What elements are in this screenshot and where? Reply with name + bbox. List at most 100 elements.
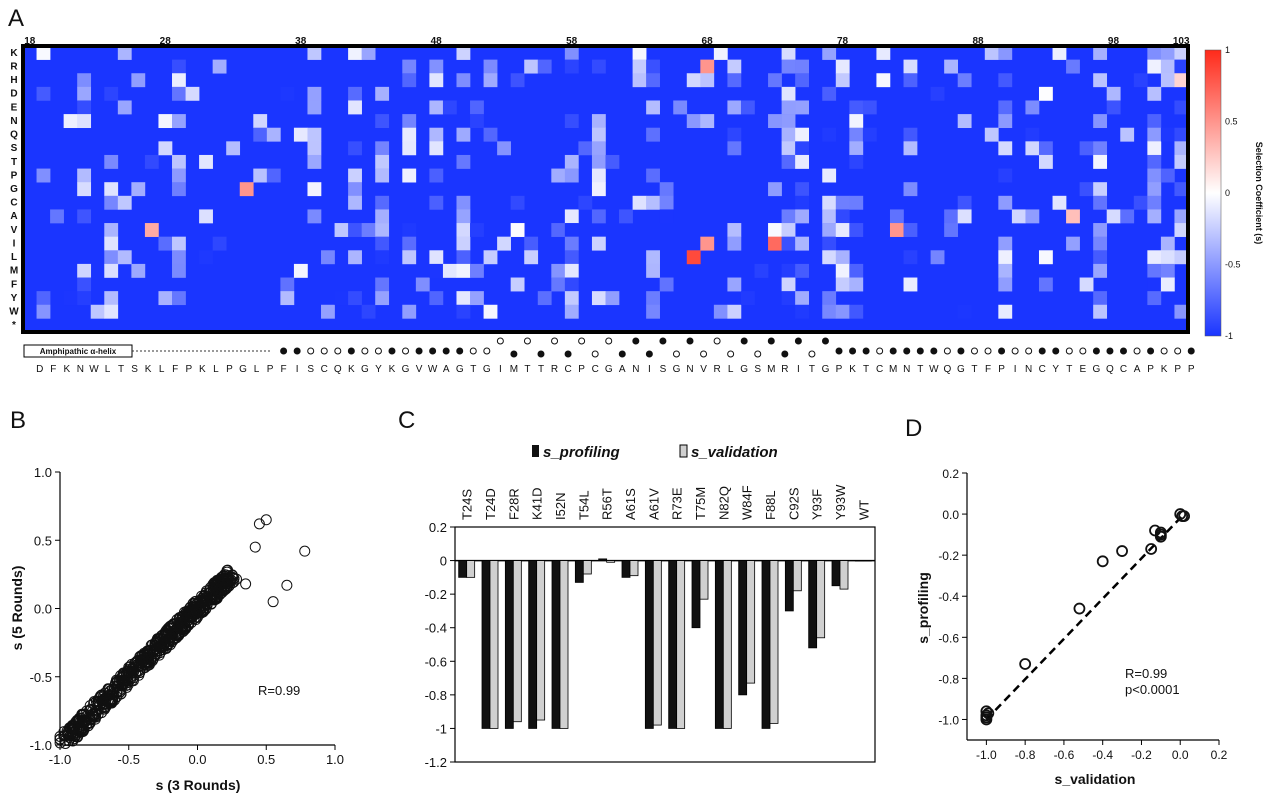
heatmap-cell (998, 250, 1013, 265)
data-point (102, 694, 114, 706)
heatmap-cell (835, 73, 850, 88)
heatmap-cell (849, 263, 864, 278)
heatmap-cell (402, 304, 417, 319)
heatmap-cell (903, 250, 918, 265)
category-label: R56T (600, 488, 615, 520)
heatmap-cell (375, 277, 390, 292)
bar-panel-c: 0.2 0 -0.2 -0.4 -0.6 -0.8 -1 -1.2 T24S T24D F28R K4… (425, 444, 876, 770)
heatmap-cell (768, 223, 782, 237)
heatmap-cell (104, 154, 119, 169)
y-tick-label: 0.5 (34, 533, 52, 548)
y-tick-label: -0.8 (425, 688, 447, 703)
heatmap-cell (483, 127, 498, 142)
heatmap-cell (1038, 250, 1053, 265)
bar-s-validation (699, 560, 709, 600)
category-label: C92S (786, 487, 801, 520)
data-point (120, 668, 132, 680)
heatmap-cell (117, 195, 132, 210)
structure-bead (347, 347, 355, 355)
position-label: 98 (1108, 36, 1120, 47)
y-tick-label: -0.2 (425, 587, 447, 602)
heatmap-cell (402, 73, 417, 88)
structure-bead (1174, 347, 1182, 355)
heatmap-cell (375, 141, 390, 156)
data-point (131, 655, 143, 667)
heatmap-cell (849, 277, 864, 292)
colorbar-tick-label: 1 (1225, 45, 1230, 55)
sequence-residue: V (700, 364, 707, 375)
heatmap-cell (36, 304, 51, 319)
structure-bead (998, 347, 1006, 355)
heatmap-cell (172, 263, 186, 278)
structure-bead (794, 337, 802, 345)
sequence-residue: T (538, 364, 544, 375)
sequence-residue: N (77, 364, 84, 375)
y-tick-label: -0.6 (425, 654, 447, 669)
heatmap-cell (1174, 73, 1189, 88)
structure-bead (469, 347, 477, 355)
sequence-residue: K (64, 364, 71, 375)
sequence-residue: G (740, 364, 748, 375)
heatmap-cell (1133, 73, 1148, 88)
heatmap-cell (77, 168, 92, 183)
heatmap-cell (578, 195, 593, 210)
heatmap-cell (591, 114, 606, 129)
heatmap-cell (564, 46, 579, 60)
sequence-residue: W (89, 364, 99, 375)
position-label: 38 (295, 36, 307, 47)
bar-s-validation (676, 560, 686, 729)
x-tick-label: -0.6 (1054, 748, 1075, 762)
sequence-residue: N (632, 364, 639, 375)
heatmap-cell (903, 127, 918, 142)
heatmap-cell (564, 304, 579, 319)
heatmap-cell (1147, 277, 1162, 292)
heatmap-cell (348, 86, 362, 101)
heatmap-cell (348, 141, 362, 156)
sequence-residue: I (1014, 364, 1017, 375)
sequence-residue: Y (375, 364, 382, 375)
category-label: T24S (460, 489, 475, 520)
heatmap-cell (510, 195, 525, 210)
x-tick-label: -1.0 (976, 748, 997, 762)
structure-bead (1187, 347, 1195, 355)
y-tick-label: -1.2 (425, 755, 447, 770)
heatmap-cell (1106, 100, 1121, 115)
heatmap-cell (429, 73, 444, 88)
heatmap-cell (795, 141, 809, 156)
data-point (58, 730, 70, 742)
heatmap-cell (77, 73, 92, 88)
sequence-residue: M (510, 364, 518, 375)
sequence-residue: S (131, 364, 138, 375)
y-tick-label: -0.4 (938, 590, 959, 604)
heatmap-cell (903, 223, 918, 237)
heatmap-cell (172, 168, 186, 183)
heatmap-cell (903, 182, 918, 197)
colorbar-title: Selection Coefficient (s) (1254, 142, 1264, 245)
bar-s-validation (489, 560, 499, 729)
category-label: F28R (506, 488, 521, 520)
data-point (211, 592, 223, 604)
position-label: 68 (702, 36, 714, 47)
heatmap-cell (781, 59, 796, 74)
category-label: T54L (576, 490, 591, 520)
heatmap-cell (659, 182, 674, 197)
structure-bead (930, 347, 938, 355)
heatmap-cell (1093, 236, 1108, 251)
heatmap-cell (361, 46, 376, 60)
category-label: W84F (740, 485, 755, 520)
sequence-residue: T (863, 364, 869, 375)
heatmap-cell (90, 304, 105, 319)
heatmap-cell (470, 263, 484, 278)
sequence-residue: T (470, 364, 476, 375)
heatmap-cell (537, 291, 552, 306)
position-label: 58 (566, 36, 578, 47)
heatmap-cell (1066, 59, 1080, 74)
heatmap-cell (361, 223, 376, 237)
heatmap-cell (591, 141, 606, 156)
y-tick-label: -0.4 (425, 621, 447, 636)
sequence-residue: S (307, 364, 314, 375)
heatmap-cell (307, 209, 322, 224)
heatmap-cell (1133, 195, 1148, 210)
